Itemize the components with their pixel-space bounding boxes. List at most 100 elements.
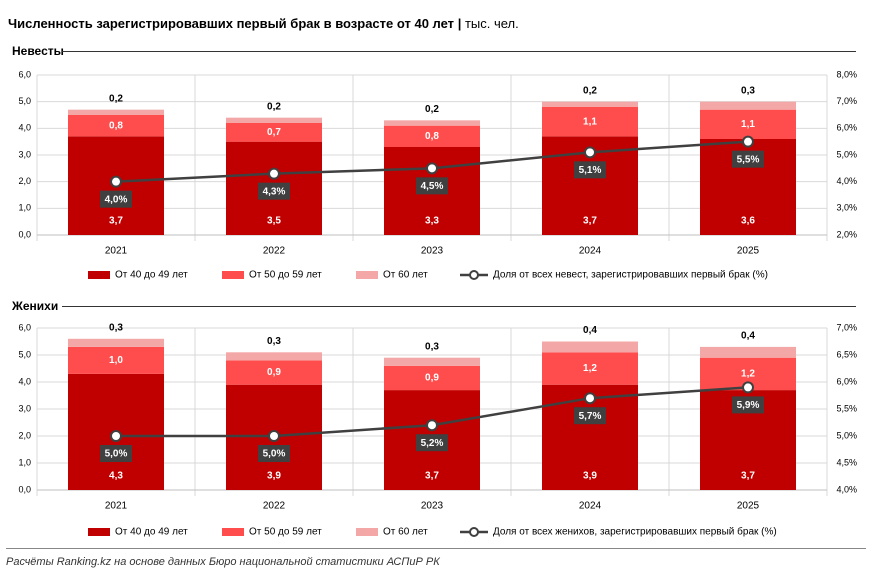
y-tick-label: 6,0: [18, 69, 31, 79]
x-tick-label: 2023: [421, 246, 444, 257]
brides-chart: 0,0 1,0 2,0 3,0 4,0 5,0 6,0 2,0% 3,0% 4,0% 5,0% 6,0…: [18, 69, 857, 281]
bar-label: 3,9: [267, 471, 281, 482]
legend-label: От 40 до 49 лет: [115, 270, 188, 281]
title-separator: |: [457, 16, 462, 31]
y-tick-label: 3,0: [18, 403, 31, 413]
y2-tick-label: 3,0%: [836, 203, 857, 213]
brides-section-rule: [62, 51, 856, 52]
bar-label: 4,3: [109, 471, 123, 482]
y-tick-label: 4,0: [18, 123, 31, 133]
share-point: [584, 146, 596, 159]
bar-label: 1,1: [741, 119, 755, 130]
share-label-box: [258, 182, 290, 200]
bar-label: 3,9: [583, 471, 597, 482]
grooms-section-rule: [62, 306, 856, 307]
bar-segment: [68, 338, 164, 347]
share-label: 5,7%: [579, 411, 602, 422]
y-tick-label: 1,0: [18, 203, 31, 213]
legend-label: От 60 лет: [383, 527, 428, 538]
share-label: 4,3%: [263, 186, 286, 197]
y2-tick-label: 2,0%: [836, 229, 857, 239]
chart-title-text: Численность зарегистрировавших первый бр…: [8, 16, 455, 31]
y2-tick-label: 6,0%: [836, 123, 857, 133]
y2-tick-label: 5,5%: [836, 403, 857, 413]
share-label: 5,2%: [421, 438, 444, 449]
bar-label: 0,9: [425, 373, 439, 384]
legend-label: От 50 до 59 лет: [249, 270, 322, 281]
share-point: [268, 167, 280, 180]
bar-segment: [226, 123, 322, 142]
legend-label: От 50 до 59 лет: [249, 527, 322, 538]
bar-label: 1,2: [741, 369, 755, 380]
bar-label: 0,3: [741, 85, 755, 96]
bar-segment: [384, 125, 480, 147]
share-point: [426, 162, 438, 175]
footnote-rule: [6, 548, 866, 549]
share-label-box: [732, 150, 764, 168]
bar-segment: [542, 101, 638, 107]
share-label: 4,5%: [421, 181, 444, 192]
bar-label: 3,6: [741, 216, 755, 227]
x-tick-label: 2025: [737, 501, 760, 512]
bar-label: 3,7: [741, 471, 755, 482]
y2-tick-label: 8,0%: [836, 69, 857, 79]
bar-label: 3,5: [267, 216, 281, 227]
bar-segment: [384, 365, 480, 391]
x-tick-label: 2024: [579, 501, 602, 512]
bar-label: 0,2: [109, 93, 123, 104]
y2-tick-label: 5,0%: [836, 149, 857, 159]
share-label: 5,1%: [579, 165, 602, 176]
share-point: [268, 430, 280, 442]
bar-label: 0,2: [583, 85, 597, 96]
share-label-box: [416, 177, 448, 195]
bar-segment: [700, 109, 796, 139]
bar-segment: [68, 346, 164, 374]
bar-segment: [226, 117, 322, 123]
legend-swatch: [88, 271, 110, 279]
legend-label: Доля от всех женихов, зарегистрировавших…: [493, 526, 777, 538]
bar-segment: [700, 101, 796, 110]
x-tick-label: 2022: [263, 501, 286, 512]
y2-tick-label: 5,0%: [836, 430, 857, 440]
y2-tick-label: 6,0%: [836, 376, 857, 386]
bar-label: 3,3: [425, 216, 439, 227]
legend-marker: [469, 527, 479, 537]
bar-label: 0,9: [267, 367, 281, 378]
share-label-box: [416, 434, 448, 452]
share-label-box: [100, 190, 132, 208]
x-tick-label: 2021: [105, 246, 128, 257]
bar-label: 0,4: [583, 325, 597, 336]
share-label-box: [100, 445, 132, 462]
share-point: [110, 175, 122, 188]
legend-swatch: [222, 271, 244, 279]
y-tick-label: 3,0: [18, 149, 31, 159]
legend-swatch: [356, 271, 378, 279]
share-label: 4,0%: [105, 194, 128, 205]
bar-label: 0,3: [109, 322, 123, 333]
share-label-box: [732, 396, 764, 414]
share-label-box: [574, 161, 606, 179]
legend-marker: [469, 270, 479, 280]
bar-label: 1,1: [583, 116, 597, 127]
y-tick-label: 0,0: [18, 229, 31, 239]
y2-tick-label: 4,0%: [836, 484, 857, 494]
bar-segment: [542, 341, 638, 353]
bar-segment: [542, 352, 638, 385]
bar-segment: [542, 107, 638, 137]
bar-label: 0,8: [425, 131, 439, 142]
y-tick-label: 0,0: [18, 484, 31, 494]
y2-tick-label: 4,5%: [836, 457, 857, 467]
legend-label: От 40 до 49 лет: [115, 527, 188, 538]
y-tick-label: 5,0: [18, 96, 31, 106]
share-label: 5,5%: [737, 154, 760, 165]
y-tick-label: 5,0: [18, 349, 31, 359]
share-point: [110, 430, 122, 442]
x-tick-label: 2023: [421, 501, 444, 512]
bar-segment: [226, 360, 322, 385]
y2-tick-label: 4,0%: [836, 176, 857, 186]
y2-tick-label: 7,0%: [836, 322, 857, 332]
share-label: 5,0%: [105, 449, 128, 460]
bar-label: 3,7: [425, 471, 439, 482]
bar-segment: [68, 109, 164, 115]
bar-label: 0,8: [109, 120, 123, 131]
